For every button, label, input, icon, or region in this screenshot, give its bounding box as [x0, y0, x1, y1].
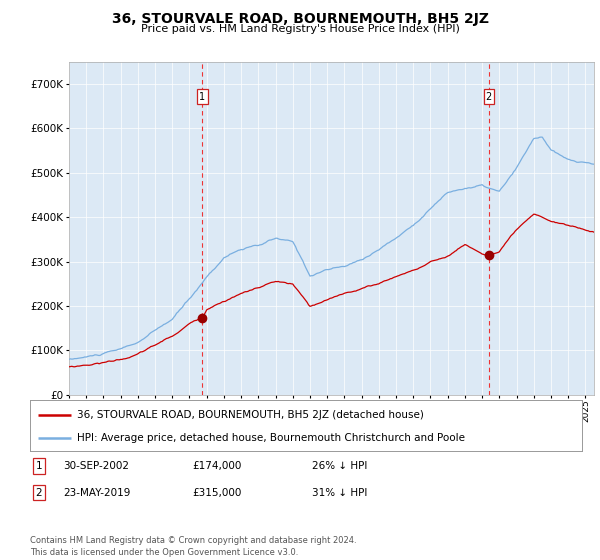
- Text: 23-MAY-2019: 23-MAY-2019: [63, 488, 130, 498]
- Text: 1: 1: [199, 92, 205, 101]
- Text: 2: 2: [486, 92, 492, 101]
- Text: £174,000: £174,000: [192, 461, 241, 471]
- Text: 31% ↓ HPI: 31% ↓ HPI: [312, 488, 367, 498]
- Text: 2: 2: [35, 488, 43, 498]
- Text: 26% ↓ HPI: 26% ↓ HPI: [312, 461, 367, 471]
- Text: 36, STOURVALE ROAD, BOURNEMOUTH, BH5 2JZ: 36, STOURVALE ROAD, BOURNEMOUTH, BH5 2JZ: [112, 12, 488, 26]
- Text: £315,000: £315,000: [192, 488, 241, 498]
- Text: 1: 1: [35, 461, 43, 471]
- Text: Contains HM Land Registry data © Crown copyright and database right 2024.
This d: Contains HM Land Registry data © Crown c…: [30, 536, 356, 557]
- Text: 36, STOURVALE ROAD, BOURNEMOUTH, BH5 2JZ (detached house): 36, STOURVALE ROAD, BOURNEMOUTH, BH5 2JZ…: [77, 409, 424, 419]
- Text: HPI: Average price, detached house, Bournemouth Christchurch and Poole: HPI: Average price, detached house, Bour…: [77, 433, 465, 443]
- Text: 30-SEP-2002: 30-SEP-2002: [63, 461, 129, 471]
- Text: Price paid vs. HM Land Registry's House Price Index (HPI): Price paid vs. HM Land Registry's House …: [140, 24, 460, 34]
